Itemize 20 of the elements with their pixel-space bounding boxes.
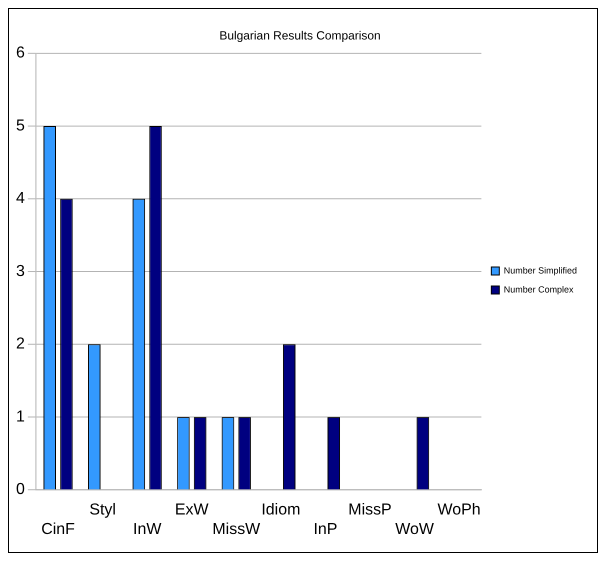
y-tick-label: 6: [16, 44, 25, 62]
x-tick-label: WoPh: [438, 502, 481, 519]
x-tick-label: WoW: [395, 520, 434, 538]
y-tick-label: 5: [16, 117, 25, 134]
legend-label: Number Complex: [504, 284, 574, 294]
x-tick-label: Styl: [89, 502, 116, 519]
x-tick-label: ExW: [174, 502, 209, 519]
x-tick-label: InP: [313, 520, 338, 538]
x-tick-label: MissP: [348, 502, 392, 519]
legend-label: Number Simplified: [504, 266, 577, 276]
x-tick-label: Idiom: [261, 502, 300, 519]
x-tick-label: MissW: [212, 520, 260, 538]
y-tick-label: 4: [16, 190, 25, 208]
y-tick-label: 3: [16, 262, 25, 280]
y-tick-label: 2: [16, 336, 25, 353]
y-tick-label: 0: [16, 481, 25, 498]
x-tick-label: CinF: [41, 520, 76, 538]
y-tick-label: 1: [16, 408, 25, 426]
x-tick-label: InW: [133, 520, 162, 538]
chart-title: Bulgarian Results Comparison: [219, 28, 381, 42]
